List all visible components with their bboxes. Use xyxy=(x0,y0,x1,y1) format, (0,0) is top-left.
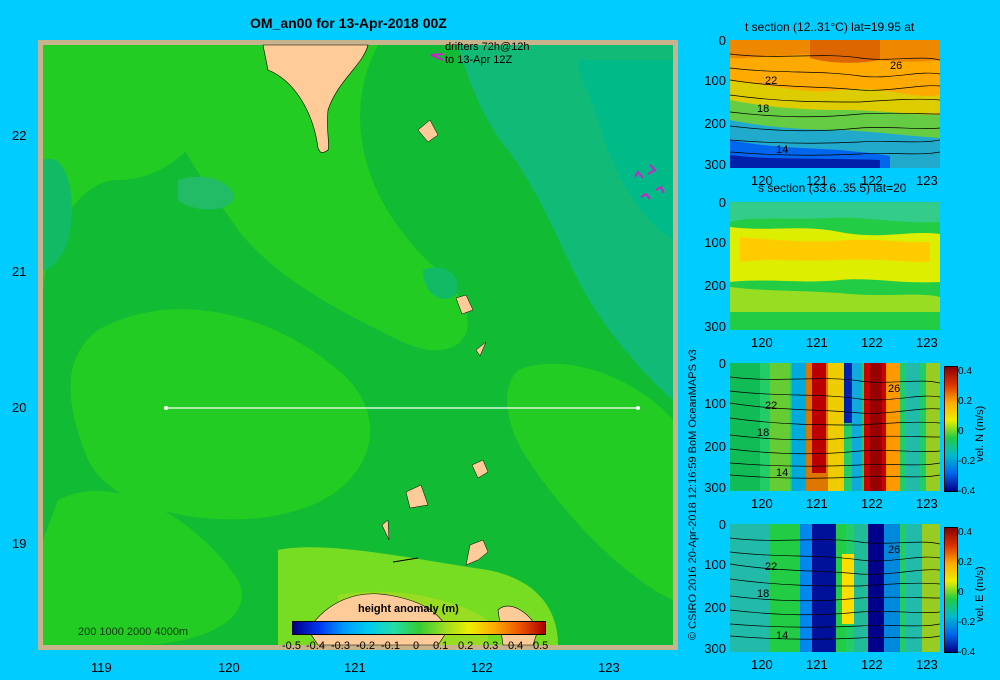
panel-4-y-tick: 300 xyxy=(704,641,726,656)
panel-3-x-tick: 121 xyxy=(806,496,828,511)
panel-2-title: s section (33.6..35.5) lat=20 xyxy=(758,181,907,195)
panel-4-colorbar-tick: 0 xyxy=(958,587,964,598)
panel-2-x-tick: 123 xyxy=(916,335,938,350)
panel-4-contour-label: 18 xyxy=(757,588,770,600)
colorbar-tick: 0.3 xyxy=(483,640,499,652)
panel-1-contour-label: 26 xyxy=(890,60,903,72)
panel-3-colorbar-tick: -0.2 xyxy=(958,456,976,467)
panel-2-y-tick: 300 xyxy=(704,319,726,334)
vel-e-colorbar-label: vel. E (m/s) xyxy=(974,566,986,622)
panel-3-contour-label: 22 xyxy=(765,400,778,412)
panel-1-x-tick: 120 xyxy=(751,173,773,188)
panel-1-contour-label: 22 xyxy=(765,75,778,87)
panel-3-contour-label: 26 xyxy=(888,383,901,395)
panel-3-colorbar-tick: -0.4 xyxy=(958,486,976,497)
panel-4-x-tick: 123 xyxy=(916,657,938,672)
panel-2-salinity-section xyxy=(730,202,940,330)
drifters-label-2: to 13-Apr 12Z xyxy=(445,54,513,66)
panel-2-y-tick: 200 xyxy=(704,278,726,293)
map-y-tick: 21 xyxy=(12,264,27,279)
panel-3-contour-label: 18 xyxy=(757,427,770,439)
map-x-tick: 123 xyxy=(598,660,620,675)
panel-2-x-tick: 122 xyxy=(861,335,883,350)
drifters-label-1: drifters 72h@12h xyxy=(445,41,530,53)
colorbar-tick: 0.1 xyxy=(433,640,449,652)
panel-4-velocity-east-section xyxy=(730,524,940,652)
panel-4-x-tick: 121 xyxy=(806,657,828,672)
panel-4-colorbar-tick: -0.4 xyxy=(958,647,976,658)
panel-3-x-tick: 123 xyxy=(916,496,938,511)
panel-1-contour-label: 14 xyxy=(776,144,789,156)
panel-3-x-tick: 120 xyxy=(751,496,773,511)
panel-1-y-tick: 100 xyxy=(704,73,726,88)
colorbar-tick: -0.3 xyxy=(331,640,350,652)
map-y-tick: 22 xyxy=(12,128,27,143)
panel-3-colorbar-tick: 0.4 xyxy=(958,366,972,377)
panel-4-y-tick: 200 xyxy=(704,600,726,615)
panel-3-y-tick: 0 xyxy=(718,356,726,371)
height-anomaly-map xyxy=(38,40,678,650)
panel-4-x-tick: 122 xyxy=(861,657,883,672)
map-title: OM_an00 for 13-Apr-2018 00Z xyxy=(250,15,447,31)
colorbar-title: height anomaly (m) xyxy=(358,603,459,615)
panel-3-y-tick: 100 xyxy=(704,396,726,411)
map-y-tick: 20 xyxy=(12,400,27,415)
panel-3-colorbar-tick: 0.2 xyxy=(958,396,972,407)
panel-4-y-tick: 100 xyxy=(704,557,726,572)
panel-1-x-tick: 121 xyxy=(806,173,828,188)
colorbar-tick: 0.5 xyxy=(533,640,549,652)
panel-1-x-tick: 123 xyxy=(916,173,938,188)
colorbar-tick: 0.2 xyxy=(458,640,474,652)
panel-3-y-tick: 200 xyxy=(704,439,726,454)
colorbar-tick: -0.5 xyxy=(282,640,301,652)
panel-4-colorbar-tick: 0.4 xyxy=(958,527,972,538)
panel-3-contour-label: 14 xyxy=(776,467,789,479)
panel-1-temperature-section xyxy=(730,40,940,168)
panel-1-contour-label: 18 xyxy=(757,103,770,115)
colorbar-tick: -0.1 xyxy=(381,640,400,652)
panel-3-x-tick: 122 xyxy=(861,496,883,511)
colorbar-tick: -0.2 xyxy=(356,640,375,652)
panel-4-x-tick: 120 xyxy=(751,657,773,672)
panel-1-y-tick: 300 xyxy=(704,157,726,172)
map-x-tick: 119 xyxy=(91,660,112,675)
colorbar-tick: 0.4 xyxy=(508,640,524,652)
panel-4-colorbar-tick: 0.2 xyxy=(958,557,972,568)
panel-4-contour-label: 22 xyxy=(765,561,778,573)
map-x-tick: 120 xyxy=(218,660,240,675)
panel-1-y-tick: 200 xyxy=(704,116,726,131)
panel-3-velocity-north-section xyxy=(730,363,940,491)
map-y-tick: 19 xyxy=(12,536,27,551)
panel-3-y-tick: 300 xyxy=(704,480,726,495)
depth-legend: 200 1000 2000 4000m xyxy=(78,626,189,638)
panel-1-y-tick: 0 xyxy=(718,33,726,48)
panel-2-x-tick: 121 xyxy=(806,335,828,350)
panel-4-contour-label: 26 xyxy=(888,544,901,556)
map-x-tick: 121 xyxy=(344,660,366,675)
colorbar-tick: 0 xyxy=(413,640,420,652)
panel-4-y-tick: 0 xyxy=(718,517,726,532)
colorbar-tick: -0.4 xyxy=(306,640,325,652)
vel-e-colorbar xyxy=(944,527,958,653)
panel-2-y-tick: 0 xyxy=(718,195,726,210)
panel-2-x-tick: 120 xyxy=(751,335,773,350)
height-anomaly-colorbar xyxy=(292,621,546,635)
panel-4-contour-label: 14 xyxy=(776,630,789,642)
panel-2-y-tick: 100 xyxy=(704,235,726,250)
vel-n-colorbar xyxy=(944,366,958,492)
map-x-tick: 122 xyxy=(471,660,493,675)
panel-1-title: t section (12..31°C) lat=19.95 at xyxy=(745,20,915,34)
panel-3-colorbar-tick: 0 xyxy=(958,426,964,437)
panel-1-x-tick: 122 xyxy=(861,173,883,188)
panel-4-colorbar-tick: -0.2 xyxy=(958,617,976,628)
vel-n-colorbar-label: vel. N (m/s) xyxy=(974,405,986,462)
